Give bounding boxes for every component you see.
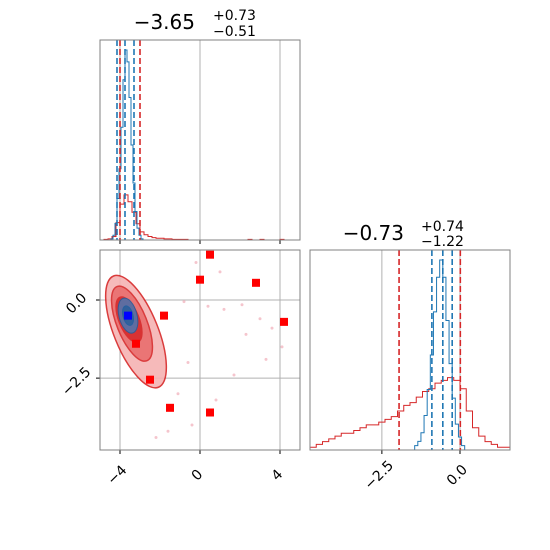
joint-param-1-param-2: −4 0 4 −2.5 0.0 — [59, 249, 301, 488]
red-histogram-param-2 — [309, 377, 511, 450]
red-square-marker — [206, 250, 214, 259]
tick-label-y: −2.5 — [59, 364, 94, 399]
panel-title-2-sub: −1.22 — [421, 234, 464, 250]
scatter-point — [206, 304, 210, 308]
tick-label-x: −4 — [104, 462, 130, 488]
red-square-marker — [252, 278, 260, 287]
red-square-marker — [132, 339, 140, 348]
panel-title-1-main: −3.65 — [134, 10, 195, 34]
scatter-point — [232, 373, 236, 377]
scatter-point — [182, 300, 186, 304]
tick-label-x: 0.0 — [444, 462, 471, 489]
blue-histogram-param-1 — [110, 49, 144, 240]
scatter-point — [154, 436, 158, 439]
marginal-param-2: −2.5 0.0 — [309, 249, 511, 493]
panel-title-2: −0.73 +0.74 −1.22 — [343, 219, 464, 250]
red-square-marker — [196, 275, 204, 284]
panel-title-2-sup: +0.74 — [421, 219, 464, 235]
scatter-point — [258, 317, 262, 321]
scatter-point — [166, 429, 170, 433]
tick-label-x: 4 — [269, 467, 287, 485]
red-square-marker — [160, 311, 168, 320]
scatter-point — [218, 270, 222, 274]
scatter-point — [240, 303, 244, 307]
scatter-point — [176, 392, 180, 396]
scatter-point — [214, 398, 218, 402]
scatter-point — [264, 357, 268, 361]
panel-frame — [99, 249, 301, 451]
panel-frame — [309, 249, 511, 451]
scatter-point — [194, 261, 198, 264]
panel-title-1-sub: −0.51 — [213, 24, 256, 40]
panel-title-1-sup: +0.73 — [213, 8, 256, 24]
panel-frame — [99, 39, 301, 241]
red-histogram-param-1 — [103, 194, 285, 240]
panel-title-2-main: −0.73 — [343, 221, 404, 245]
tick-label-y: 0.0 — [63, 290, 90, 317]
scatter-point — [280, 345, 284, 349]
marginal-param-1 — [99, 39, 301, 244]
scatter-point — [270, 326, 274, 330]
scatter-point — [190, 423, 194, 427]
red-square-marker — [146, 375, 154, 384]
blue-histogram-param-2 — [414, 259, 466, 450]
scatter-point — [222, 307, 226, 311]
red-square-marker — [166, 403, 174, 412]
tick-label-x: −2.5 — [362, 458, 397, 493]
tick-label-x: 0 — [189, 467, 207, 485]
blue-square-marker — [124, 311, 132, 320]
red-square-marker — [280, 317, 288, 326]
panel-title-1: −3.65 +0.73 −0.51 — [134, 8, 256, 40]
red-square-marker — [206, 408, 214, 417]
scatter-point — [186, 361, 190, 364]
scatter-point — [244, 332, 248, 336]
